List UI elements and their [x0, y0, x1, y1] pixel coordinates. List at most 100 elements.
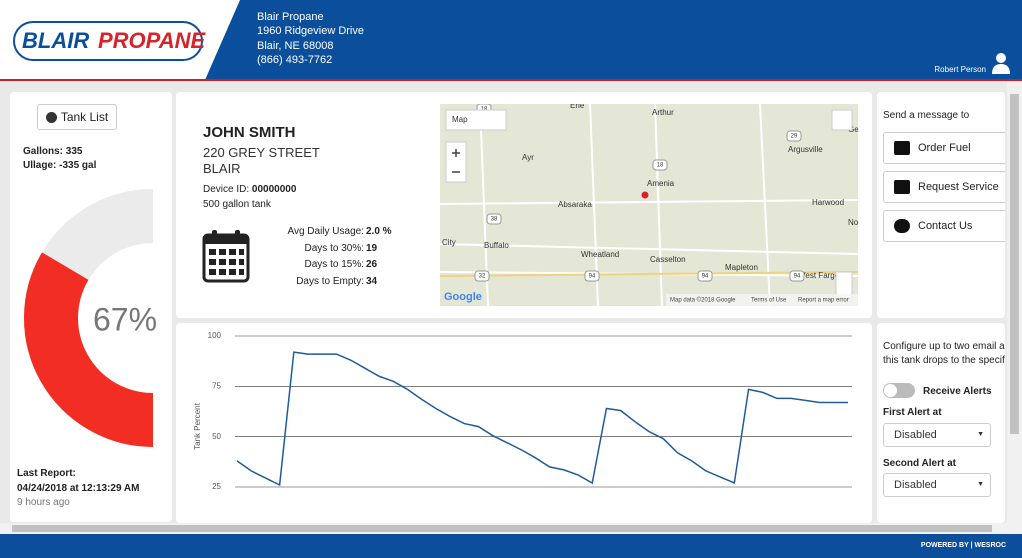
y-axis-label: Tank Percent: [193, 402, 202, 449]
road-shield: [652, 159, 668, 171]
second-alert-label: Second Alert at: [883, 458, 956, 469]
company-name: Blair Propane: [257, 11, 324, 23]
road-number: 94: [794, 274, 801, 280]
stat-value: 34: [366, 275, 378, 287]
messages-panel: Send a message to Order Fuel Request Serv…: [877, 92, 1005, 318]
value: 00000000: [251, 184, 297, 195]
stat-value: 26: [366, 259, 378, 270]
header-band: [205, 0, 1022, 80]
road-shield: [584, 270, 600, 282]
stat-value: 2.0 %: [366, 226, 392, 237]
device-id: Device ID: 00000000: [203, 184, 296, 195]
second-alert-select[interactable]: Disabled ▼: [883, 473, 991, 497]
h-thumb[interactable]: [12, 525, 992, 532]
powered: POWERED BY: [920, 542, 969, 549]
map-label: Amenia: [647, 179, 675, 188]
user-name[interactable]: Robert Person: [934, 65, 986, 74]
button-label: Tank List: [60, 110, 109, 124]
map-label: Wheatland: [581, 250, 619, 259]
toggle-knob: [884, 384, 897, 397]
stat-label: Days to 30%:: [304, 242, 364, 254]
logo-outline: [13, 21, 203, 61]
ullage: Ullage: -335 gal: [23, 160, 96, 171]
alerts-text: this tank drops to the specifi: [883, 355, 1005, 366]
back-icon: [45, 111, 57, 123]
map-attrib-bg: [666, 294, 858, 306]
value: -335 gal: [59, 160, 97, 171]
road-shield: [789, 270, 805, 282]
stat-label: Days to Empty:: [296, 275, 364, 287]
road-number: 32: [479, 274, 486, 280]
fullscreen: [831, 109, 853, 131]
user-icon[interactable]: [996, 53, 1006, 63]
stat-label: Avg Daily Usage:: [287, 226, 364, 237]
gauge: 67%: [24, 189, 157, 447]
road-shield: [786, 130, 802, 142]
message-button[interactable]: Order Fuel: [883, 132, 1005, 164]
tank-line: [236, 351, 848, 487]
map-label: Arthur: [652, 108, 674, 117]
map-label: Casselton: [650, 255, 686, 264]
map-road: [654, 104, 663, 306]
y-tick-label: 25: [212, 482, 221, 491]
v-thumb[interactable]: [1010, 94, 1019, 434]
gauge-label: 67%: [93, 301, 157, 337]
value: 335: [65, 146, 83, 157]
button-icon: [894, 180, 910, 194]
map-label: West Fargo: [798, 271, 840, 280]
zoom-control: [445, 141, 467, 183]
message-button[interactable]: Contact Us: [883, 210, 1005, 242]
map-label: Argusville: [788, 145, 823, 154]
tank-list-button[interactable]: Tank List: [37, 104, 117, 130]
road-shield: [474, 270, 490, 282]
customer-panel: JOHN SMITH 220 GREY STREET BLAIR Device …: [176, 92, 872, 318]
map-terms: Terms of Use: [751, 298, 787, 304]
label: Gallons:: [23, 146, 64, 157]
address-line: (866) 493-7762: [257, 54, 332, 66]
first-alert-label: First Alert at: [883, 407, 942, 418]
map-label: Harwood: [812, 198, 844, 207]
label: Ullage:: [23, 160, 57, 171]
gallons: Gallons: 335: [23, 146, 82, 157]
gauge-fill: [24, 252, 154, 447]
button-icon: [894, 141, 910, 155]
map-road: [440, 199, 858, 205]
button-label: Contact Us: [918, 220, 973, 232]
select-value: Disabled: [894, 429, 937, 441]
map-label: Ayr: [522, 153, 534, 162]
address-line: Blair, NE 68008: [257, 40, 333, 52]
alerts-toggle[interactable]: [883, 383, 915, 398]
footer: POWERED BY | WESROC: [0, 534, 1022, 558]
stat-value: 19: [366, 242, 378, 254]
h-scrollbar[interactable]: [0, 523, 1007, 534]
footer-text: POWERED BY | WESROC: [920, 542, 1006, 549]
v-scrollbar[interactable]: [1007, 82, 1022, 534]
button-label: Request Service: [918, 181, 999, 193]
alerts-text: Configure up to two email ale: [883, 341, 1005, 352]
map-label: Nor: [848, 218, 858, 227]
header: BLAIR PROPANE Blair Propane 1960 Ridgevi…: [0, 0, 1022, 81]
map-road: [440, 243, 858, 255]
map-pin: [641, 191, 649, 199]
message-button[interactable]: Request Service: [883, 171, 1005, 203]
road-shield: [486, 213, 502, 225]
caret: ▼: [977, 481, 984, 488]
messages-title: Send a message to: [883, 110, 970, 121]
street: 220 GREY STREET: [203, 145, 320, 160]
map-label: Buffalo: [484, 241, 509, 250]
user-icon-body[interactable]: [992, 64, 1010, 74]
tank-size: 500 gallon tank: [203, 199, 271, 210]
y-tick-label: 50: [212, 432, 221, 441]
map[interactable]: Erie Arthur Ayr Argusville Amenia Absaraka Har…: [440, 104, 858, 306]
y-tick-label: 75: [212, 381, 221, 390]
map-label: Ge: [848, 125, 858, 134]
first-alert-select[interactable]: Disabled ▼: [883, 423, 991, 447]
city: BLAIR: [203, 161, 241, 176]
road-number: 18: [657, 163, 664, 169]
map-logo: Google: [444, 291, 482, 303]
select-value: Disabled: [894, 479, 937, 491]
caret: ▼: [977, 431, 984, 438]
address-line: 1960 Ridgeview Drive: [257, 25, 364, 37]
customer-name: JOHN SMITH: [203, 124, 296, 141]
